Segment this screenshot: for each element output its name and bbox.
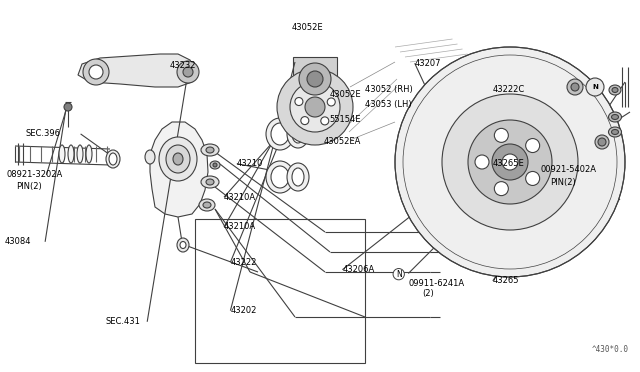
Ellipse shape: [266, 118, 294, 150]
Text: 43210A: 43210A: [224, 193, 256, 202]
Text: ^430*0.0: ^430*0.0: [592, 345, 629, 354]
Text: 43052E: 43052E: [291, 23, 323, 32]
Ellipse shape: [271, 123, 289, 145]
Circle shape: [567, 79, 583, 95]
Ellipse shape: [611, 115, 618, 119]
Text: 43053 (LH): 43053 (LH): [365, 100, 412, 109]
Ellipse shape: [271, 166, 289, 188]
Text: 43232: 43232: [170, 61, 196, 70]
Ellipse shape: [287, 120, 309, 148]
Ellipse shape: [86, 145, 92, 163]
Circle shape: [525, 138, 540, 153]
Text: (2): (2): [422, 289, 434, 298]
Ellipse shape: [206, 147, 214, 153]
Text: 08921-3202A: 08921-3202A: [6, 170, 63, 179]
Circle shape: [395, 47, 625, 277]
Circle shape: [502, 154, 518, 170]
Circle shape: [295, 97, 303, 106]
Text: 43210: 43210: [237, 159, 263, 168]
Bar: [195, 219, 365, 363]
Circle shape: [290, 82, 340, 132]
Circle shape: [494, 182, 508, 196]
Text: 43206A: 43206A: [342, 265, 374, 274]
Ellipse shape: [177, 238, 189, 252]
Ellipse shape: [292, 125, 304, 143]
Circle shape: [277, 69, 353, 145]
Ellipse shape: [206, 179, 214, 185]
Circle shape: [595, 135, 609, 149]
Ellipse shape: [180, 241, 186, 248]
Ellipse shape: [609, 112, 621, 122]
Ellipse shape: [68, 145, 74, 163]
Circle shape: [598, 138, 606, 146]
Text: 43265E: 43265E: [493, 159, 525, 168]
Polygon shape: [78, 54, 195, 87]
Circle shape: [494, 128, 508, 142]
Ellipse shape: [266, 161, 294, 193]
Text: N: N: [396, 270, 401, 279]
Ellipse shape: [612, 87, 618, 93]
Circle shape: [442, 94, 578, 230]
Text: PIN(2): PIN(2): [550, 178, 576, 187]
Text: PIN(2): PIN(2): [16, 182, 42, 190]
Bar: [293, 57, 337, 102]
Ellipse shape: [292, 168, 304, 186]
Text: 00921-5402A: 00921-5402A: [541, 165, 596, 174]
Ellipse shape: [159, 137, 197, 181]
Ellipse shape: [611, 129, 618, 135]
Text: 43210A: 43210A: [224, 222, 256, 231]
Ellipse shape: [166, 145, 190, 173]
Circle shape: [525, 171, 540, 186]
Text: SEC.431: SEC.431: [106, 317, 140, 326]
Circle shape: [571, 83, 579, 91]
Ellipse shape: [59, 145, 65, 163]
Ellipse shape: [203, 202, 211, 208]
Circle shape: [327, 98, 335, 106]
Ellipse shape: [145, 150, 155, 164]
Circle shape: [321, 117, 329, 125]
Text: SEC.396: SEC.396: [26, 129, 61, 138]
Circle shape: [299, 63, 331, 95]
Text: 43222: 43222: [230, 258, 257, 267]
Circle shape: [305, 97, 325, 117]
Text: 43265: 43265: [493, 276, 519, 285]
Text: 43052EA: 43052EA: [323, 137, 360, 146]
Text: 55154E: 55154E: [330, 115, 361, 124]
Circle shape: [307, 71, 323, 87]
Circle shape: [492, 144, 528, 180]
Ellipse shape: [201, 176, 219, 188]
Circle shape: [301, 116, 309, 125]
Ellipse shape: [106, 150, 120, 168]
Text: 43052 (RH): 43052 (RH): [365, 85, 413, 94]
Circle shape: [89, 65, 103, 79]
Ellipse shape: [210, 161, 220, 169]
Ellipse shape: [287, 163, 309, 191]
Circle shape: [177, 61, 199, 83]
Text: 09911-6241A: 09911-6241A: [408, 279, 465, 288]
Circle shape: [183, 67, 193, 77]
Circle shape: [311, 86, 319, 94]
Text: 43084: 43084: [5, 237, 31, 246]
Text: N: N: [592, 84, 598, 90]
Circle shape: [475, 155, 489, 169]
Ellipse shape: [213, 163, 217, 167]
Text: 43202: 43202: [230, 306, 257, 315]
Circle shape: [586, 78, 604, 96]
Ellipse shape: [173, 153, 183, 165]
Text: 43207: 43207: [415, 59, 441, 68]
Polygon shape: [150, 122, 208, 217]
Ellipse shape: [109, 153, 117, 165]
Circle shape: [64, 103, 72, 111]
Ellipse shape: [609, 127, 621, 137]
Ellipse shape: [199, 199, 215, 211]
Ellipse shape: [77, 145, 83, 163]
Text: 43222C: 43222C: [493, 85, 525, 94]
Circle shape: [83, 59, 109, 85]
Circle shape: [468, 120, 552, 204]
Text: 43052E: 43052E: [330, 90, 361, 99]
Ellipse shape: [201, 144, 219, 156]
Ellipse shape: [609, 85, 621, 95]
